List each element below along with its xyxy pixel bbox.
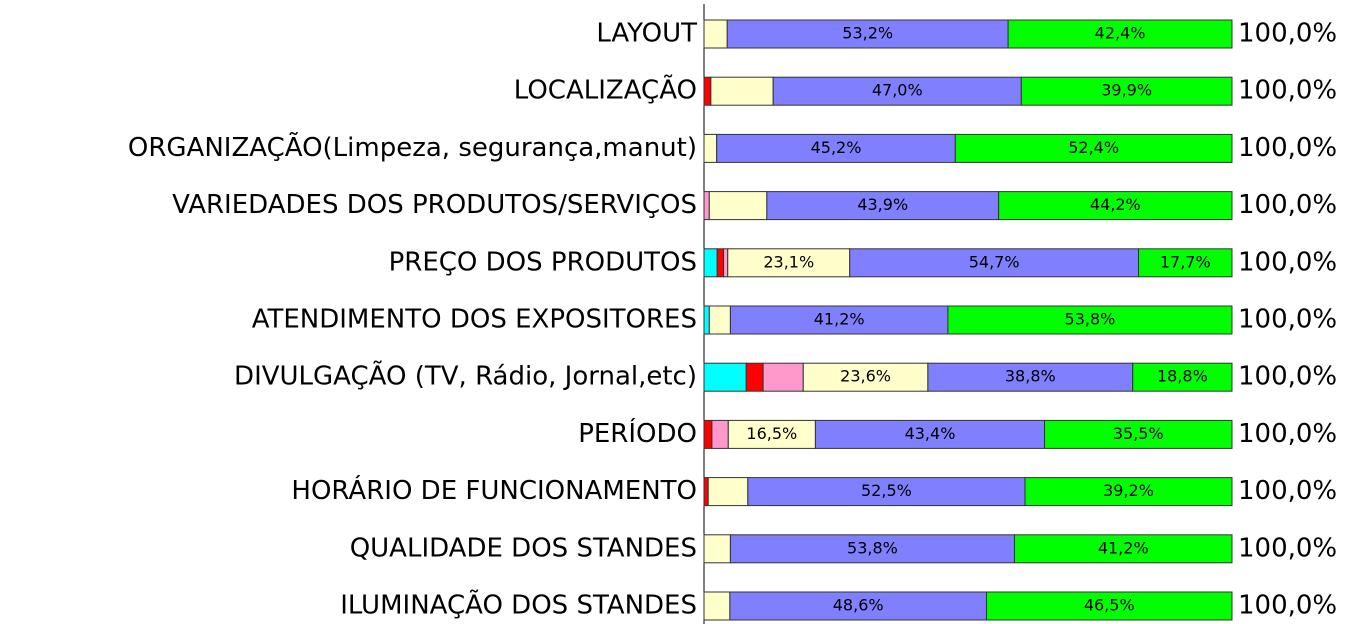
bar-segment (1013, 534, 1233, 564)
value-label: 54,7% (969, 252, 1020, 271)
bar-segment (998, 191, 1233, 221)
bar-segment (745, 362, 764, 392)
bar-segment (703, 191, 710, 221)
bar-segment (1020, 76, 1233, 106)
total-label: 100,0% (1238, 362, 1337, 392)
category-label: ILUMINAÇÃO DOS STANDES (340, 589, 697, 621)
bar-segment (747, 477, 1026, 507)
bar-segment (1024, 477, 1233, 507)
total-label: 100,0% (1238, 591, 1337, 621)
category-label: LOCALIZAÇÃO (514, 74, 697, 106)
value-label: 53,2% (842, 24, 893, 43)
value-label: 18,8% (1157, 367, 1208, 386)
bar-segment (708, 191, 768, 221)
value-label: 42,4% (1095, 24, 1146, 43)
total-label: 100,0% (1238, 76, 1337, 106)
category-label: VARIEDADES DOS PRODUTOS/SERVIÇOS (172, 190, 697, 220)
total-label: 100,0% (1238, 476, 1337, 506)
bar-segment (703, 534, 731, 564)
value-label: 53,8% (847, 538, 898, 557)
bar-segment (708, 305, 731, 335)
total-label: 100,0% (1238, 533, 1337, 563)
value-label: 48,6% (833, 596, 884, 615)
bar-segment (814, 419, 1046, 449)
bar-segment (711, 419, 729, 449)
value-label: 23,1% (763, 252, 814, 271)
value-label: 16,5% (746, 424, 797, 443)
bar-segment (703, 477, 709, 507)
value-label: 43,9% (857, 195, 908, 214)
bar-segment (703, 248, 718, 278)
bar-segment (927, 362, 1134, 392)
category-label: ATENDIMENTO DOS EXPOSITORES (252, 305, 697, 335)
value-label: 39,9% (1101, 81, 1152, 100)
total-label: 100,0% (1238, 247, 1337, 277)
category-label: QUALIDADE DOS STANDES (350, 533, 697, 563)
category-label: PREÇO DOS PRODUTOS (389, 247, 697, 277)
total-label: 100,0% (1238, 19, 1337, 49)
bar-segment (1132, 362, 1233, 392)
total-label: 100,0% (1238, 190, 1337, 220)
bar-segment (729, 591, 987, 621)
bar-segment (762, 362, 804, 392)
bar-segment (703, 591, 731, 621)
value-label: 23,6% (840, 367, 891, 386)
bar-segment (723, 248, 729, 278)
bar-segment (703, 133, 718, 163)
value-label: 53,8% (1065, 310, 1116, 329)
value-label: 17,7% (1160, 252, 1211, 271)
bar-segment (1044, 419, 1233, 449)
value-label: 46,5% (1084, 596, 1135, 615)
total-label: 100,0% (1238, 419, 1337, 449)
bar-segment (716, 248, 725, 278)
value-label: 43,4% (905, 424, 956, 443)
bar-segment (707, 477, 749, 507)
bar-segment (772, 76, 1022, 106)
bar-segment (703, 76, 712, 106)
bar-segment (727, 248, 851, 278)
value-label: 45,2% (811, 138, 862, 157)
value-label: 52,4% (1068, 138, 1119, 157)
value-label: 44,2% (1090, 195, 1141, 214)
category-label: DIVULGAÇÃO (TV, Rádio, Jornal,etc) (234, 360, 697, 392)
bar-segment (1138, 248, 1233, 278)
category-label: HORÁRIO DE FUNCIONAMENTO (291, 474, 697, 506)
value-label: 47,0% (872, 81, 923, 100)
total-label: 100,0% (1238, 305, 1337, 335)
bar-segment (985, 591, 1233, 621)
value-label: 39,2% (1103, 481, 1154, 500)
value-label: 41,2% (1098, 538, 1149, 557)
category-label: LAYOUT (596, 19, 697, 49)
total-label: 100,0% (1238, 133, 1337, 163)
value-label: 38,8% (1005, 367, 1056, 386)
category-label: PERÍODO (578, 417, 697, 449)
bar-segment (849, 248, 1140, 278)
bar-segment (947, 305, 1233, 335)
bar-segment (710, 76, 774, 106)
bar-segment (954, 133, 1233, 163)
bar-segment (703, 19, 728, 49)
value-label: 52,5% (861, 481, 912, 500)
bar-segment (727, 419, 816, 449)
value-label: 35,5% (1113, 424, 1164, 443)
bar-segment (703, 305, 710, 335)
bar-segment (802, 362, 929, 392)
value-label: 41,2% (814, 310, 865, 329)
bar-segment (703, 362, 747, 392)
bar-segment (1007, 19, 1233, 49)
bar-segment (703, 419, 713, 449)
category-label: ORGANIZAÇÃO(Limpeza, segurança,manut) (128, 131, 697, 163)
